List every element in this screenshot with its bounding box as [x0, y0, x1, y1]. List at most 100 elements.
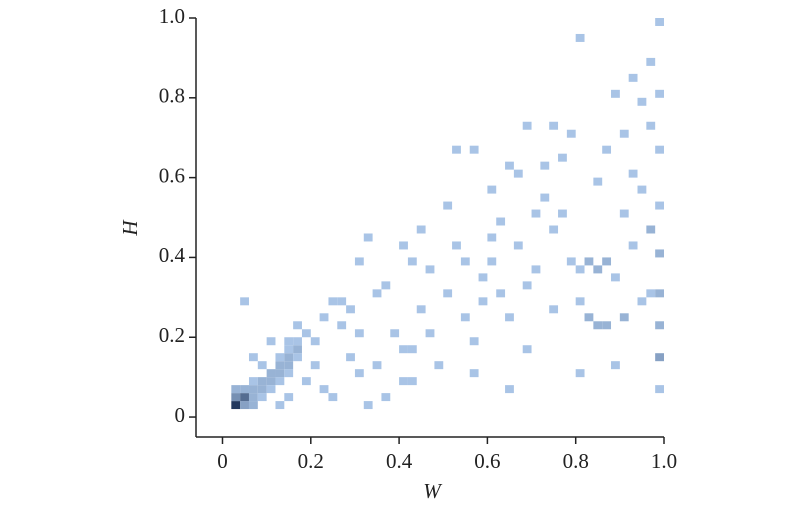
heatmap-cell — [310, 337, 320, 346]
heatmap-cell — [354, 369, 364, 378]
heatmap-cell — [354, 257, 364, 266]
x-tick-label: 0.6 — [474, 449, 500, 473]
heatmap-cell — [266, 337, 276, 346]
heatmap-cell — [328, 393, 338, 402]
heatmap-cell — [584, 313, 594, 322]
heatmap-cell — [469, 145, 479, 154]
heatmap-cell — [381, 393, 391, 402]
heatmap-cell — [531, 209, 541, 218]
heatmap-cell — [513, 169, 523, 178]
heatmap-cell — [248, 377, 258, 386]
heatmap-cell — [549, 305, 559, 314]
heatmap-cell — [505, 313, 514, 322]
heatmap-cell — [593, 321, 603, 330]
heatmap-cell — [293, 353, 302, 362]
heatmap-cell — [257, 393, 267, 402]
heatmap-cell — [363, 233, 373, 242]
x-tick-label: 0.2 — [298, 449, 324, 473]
heatmap-cell — [275, 401, 285, 410]
heatmap-cell — [275, 353, 285, 362]
heatmap-cell — [469, 337, 479, 346]
heatmap-cell — [346, 305, 355, 314]
x-tick-label: 0 — [217, 449, 228, 473]
heatmap-cell — [655, 145, 664, 154]
heatmap-cell — [337, 297, 347, 306]
heatmap-cell — [248, 353, 258, 362]
heatmap-cell — [478, 273, 488, 282]
heatmap-cell — [248, 385, 258, 394]
heatmap-cell — [655, 353, 664, 362]
heatmap-cell — [575, 297, 585, 306]
heatmap-cell — [628, 169, 638, 178]
heatmap-cell — [487, 233, 497, 242]
heatmap-cell — [381, 281, 391, 290]
heatmap-cell — [460, 313, 470, 322]
heatmap-cell — [655, 385, 664, 394]
heatmap-cell — [240, 385, 249, 394]
heatmap-cell — [257, 361, 267, 370]
heatmap-cell — [513, 241, 523, 250]
heatmap-cell — [558, 209, 567, 218]
heatmap-cell — [337, 321, 347, 330]
heatmap-cell — [284, 361, 294, 370]
y-axis-label: H — [118, 219, 142, 237]
heatmap-cell — [655, 89, 664, 98]
x-tick-label: 1.0 — [651, 449, 677, 473]
heatmap-cell — [593, 265, 603, 274]
heatmap-cell — [407, 257, 417, 266]
heatmap-cell — [602, 257, 612, 266]
heatmap-cell — [266, 377, 276, 386]
x-axis-label: W — [423, 479, 443, 503]
heatmap-cell — [602, 321, 612, 330]
heatmap-cell — [637, 185, 647, 194]
heatmap-cell — [399, 241, 408, 250]
heatmap-cell — [434, 361, 444, 370]
y-tick-label: 0.6 — [159, 163, 185, 187]
heatmap-cell — [584, 257, 594, 266]
heatmap-cell — [566, 257, 576, 266]
heatmap-cell — [655, 201, 664, 210]
heatmap-cell — [496, 289, 506, 298]
heatmap-cell — [240, 401, 249, 410]
heatmap-cell — [354, 329, 364, 338]
heatmap-cell — [540, 161, 550, 170]
heatmap-cell — [416, 305, 426, 314]
heatmap-cell — [284, 353, 294, 362]
heatmap-cell — [646, 225, 656, 234]
heatmap-cell — [655, 249, 664, 258]
heatmap-cell — [407, 377, 417, 386]
heatmap-cell — [487, 257, 497, 266]
heatmap-cell — [452, 145, 461, 154]
heatmap-cell — [522, 281, 532, 290]
y-tick-label: 0.8 — [159, 84, 185, 108]
heatmap-cell — [275, 361, 285, 370]
heatmap-cell — [646, 57, 656, 66]
heatmap-cell — [390, 329, 400, 338]
heatmap-cell — [452, 241, 461, 250]
x-tick-label: 0.8 — [563, 449, 589, 473]
heatmap-cell — [425, 265, 435, 274]
y-tick-label: 0.4 — [159, 243, 186, 267]
heatmap-cell — [522, 345, 532, 354]
heatmap-cell — [593, 177, 603, 186]
heatmap-cell — [628, 241, 638, 250]
heatmap-cell — [284, 345, 294, 354]
heatmap-cell — [284, 393, 294, 402]
heatmap-cell — [275, 377, 285, 386]
heatmap-cell — [619, 209, 629, 218]
heatmap-cell — [505, 161, 514, 170]
heatmap-cell — [460, 257, 470, 266]
heatmap-cell — [231, 393, 241, 402]
heatmap-cell — [425, 329, 435, 338]
heatmap-cell — [540, 193, 550, 202]
heatmap-cell — [319, 313, 329, 322]
x-tick-label: 0.4 — [386, 449, 413, 473]
y-tick-label: 1.0 — [159, 4, 185, 28]
heatmap-cell — [284, 369, 294, 378]
heatmap-cell — [416, 225, 426, 234]
heatmap-cell — [611, 89, 620, 98]
y-tick-label: 0 — [175, 403, 186, 427]
heatmap-cell — [566, 129, 576, 138]
